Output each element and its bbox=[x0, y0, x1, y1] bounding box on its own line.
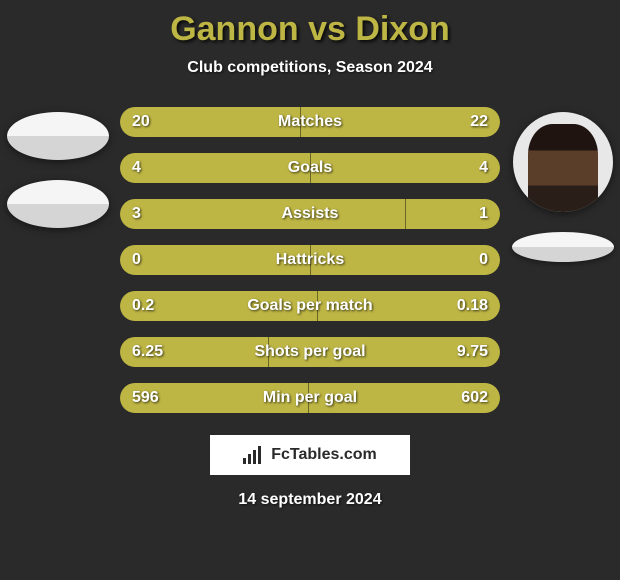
player-left-avatar-placeholder bbox=[7, 112, 109, 160]
stat-label: Assists bbox=[120, 205, 500, 223]
stat-row: 0.20.18Goals per match bbox=[120, 291, 500, 321]
player-face-icon bbox=[528, 124, 598, 212]
stat-label: Hattricks bbox=[120, 251, 500, 269]
player-right-column bbox=[510, 107, 615, 262]
stat-label: Goals per match bbox=[120, 297, 500, 315]
chart-icon bbox=[243, 446, 265, 464]
player-right-avatar bbox=[513, 112, 613, 212]
logo-text: FcTables.com bbox=[271, 446, 377, 464]
source-logo[interactable]: FcTables.com bbox=[210, 435, 410, 475]
page-subtitle: Club competitions, Season 2024 bbox=[187, 59, 432, 77]
stat-label: Min per goal bbox=[120, 389, 500, 407]
stat-row: 00Hattricks bbox=[120, 245, 500, 275]
stat-row: 44Goals bbox=[120, 153, 500, 183]
player-left-avatar-placeholder-2 bbox=[7, 180, 109, 228]
stat-row: 6.259.75Shots per goal bbox=[120, 337, 500, 367]
stat-row: 596602Min per goal bbox=[120, 383, 500, 413]
stat-label: Matches bbox=[120, 113, 500, 131]
player-right-badge-placeholder bbox=[512, 232, 614, 262]
page-title: Gannon vs Dixon bbox=[170, 10, 450, 49]
comparison-content: 2022Matches 44Goals 31Assists 00Hattricks 0.… bbox=[0, 107, 620, 413]
player-left-column bbox=[5, 107, 110, 228]
date-label: 14 september 2024 bbox=[238, 491, 381, 509]
stat-row: 2022Matches bbox=[120, 107, 500, 137]
stat-row: 31Assists bbox=[120, 199, 500, 229]
stats-column: 2022Matches 44Goals 31Assists 00Hattricks 0.… bbox=[120, 107, 500, 413]
stat-label: Shots per goal bbox=[120, 343, 500, 361]
stat-label: Goals bbox=[120, 159, 500, 177]
